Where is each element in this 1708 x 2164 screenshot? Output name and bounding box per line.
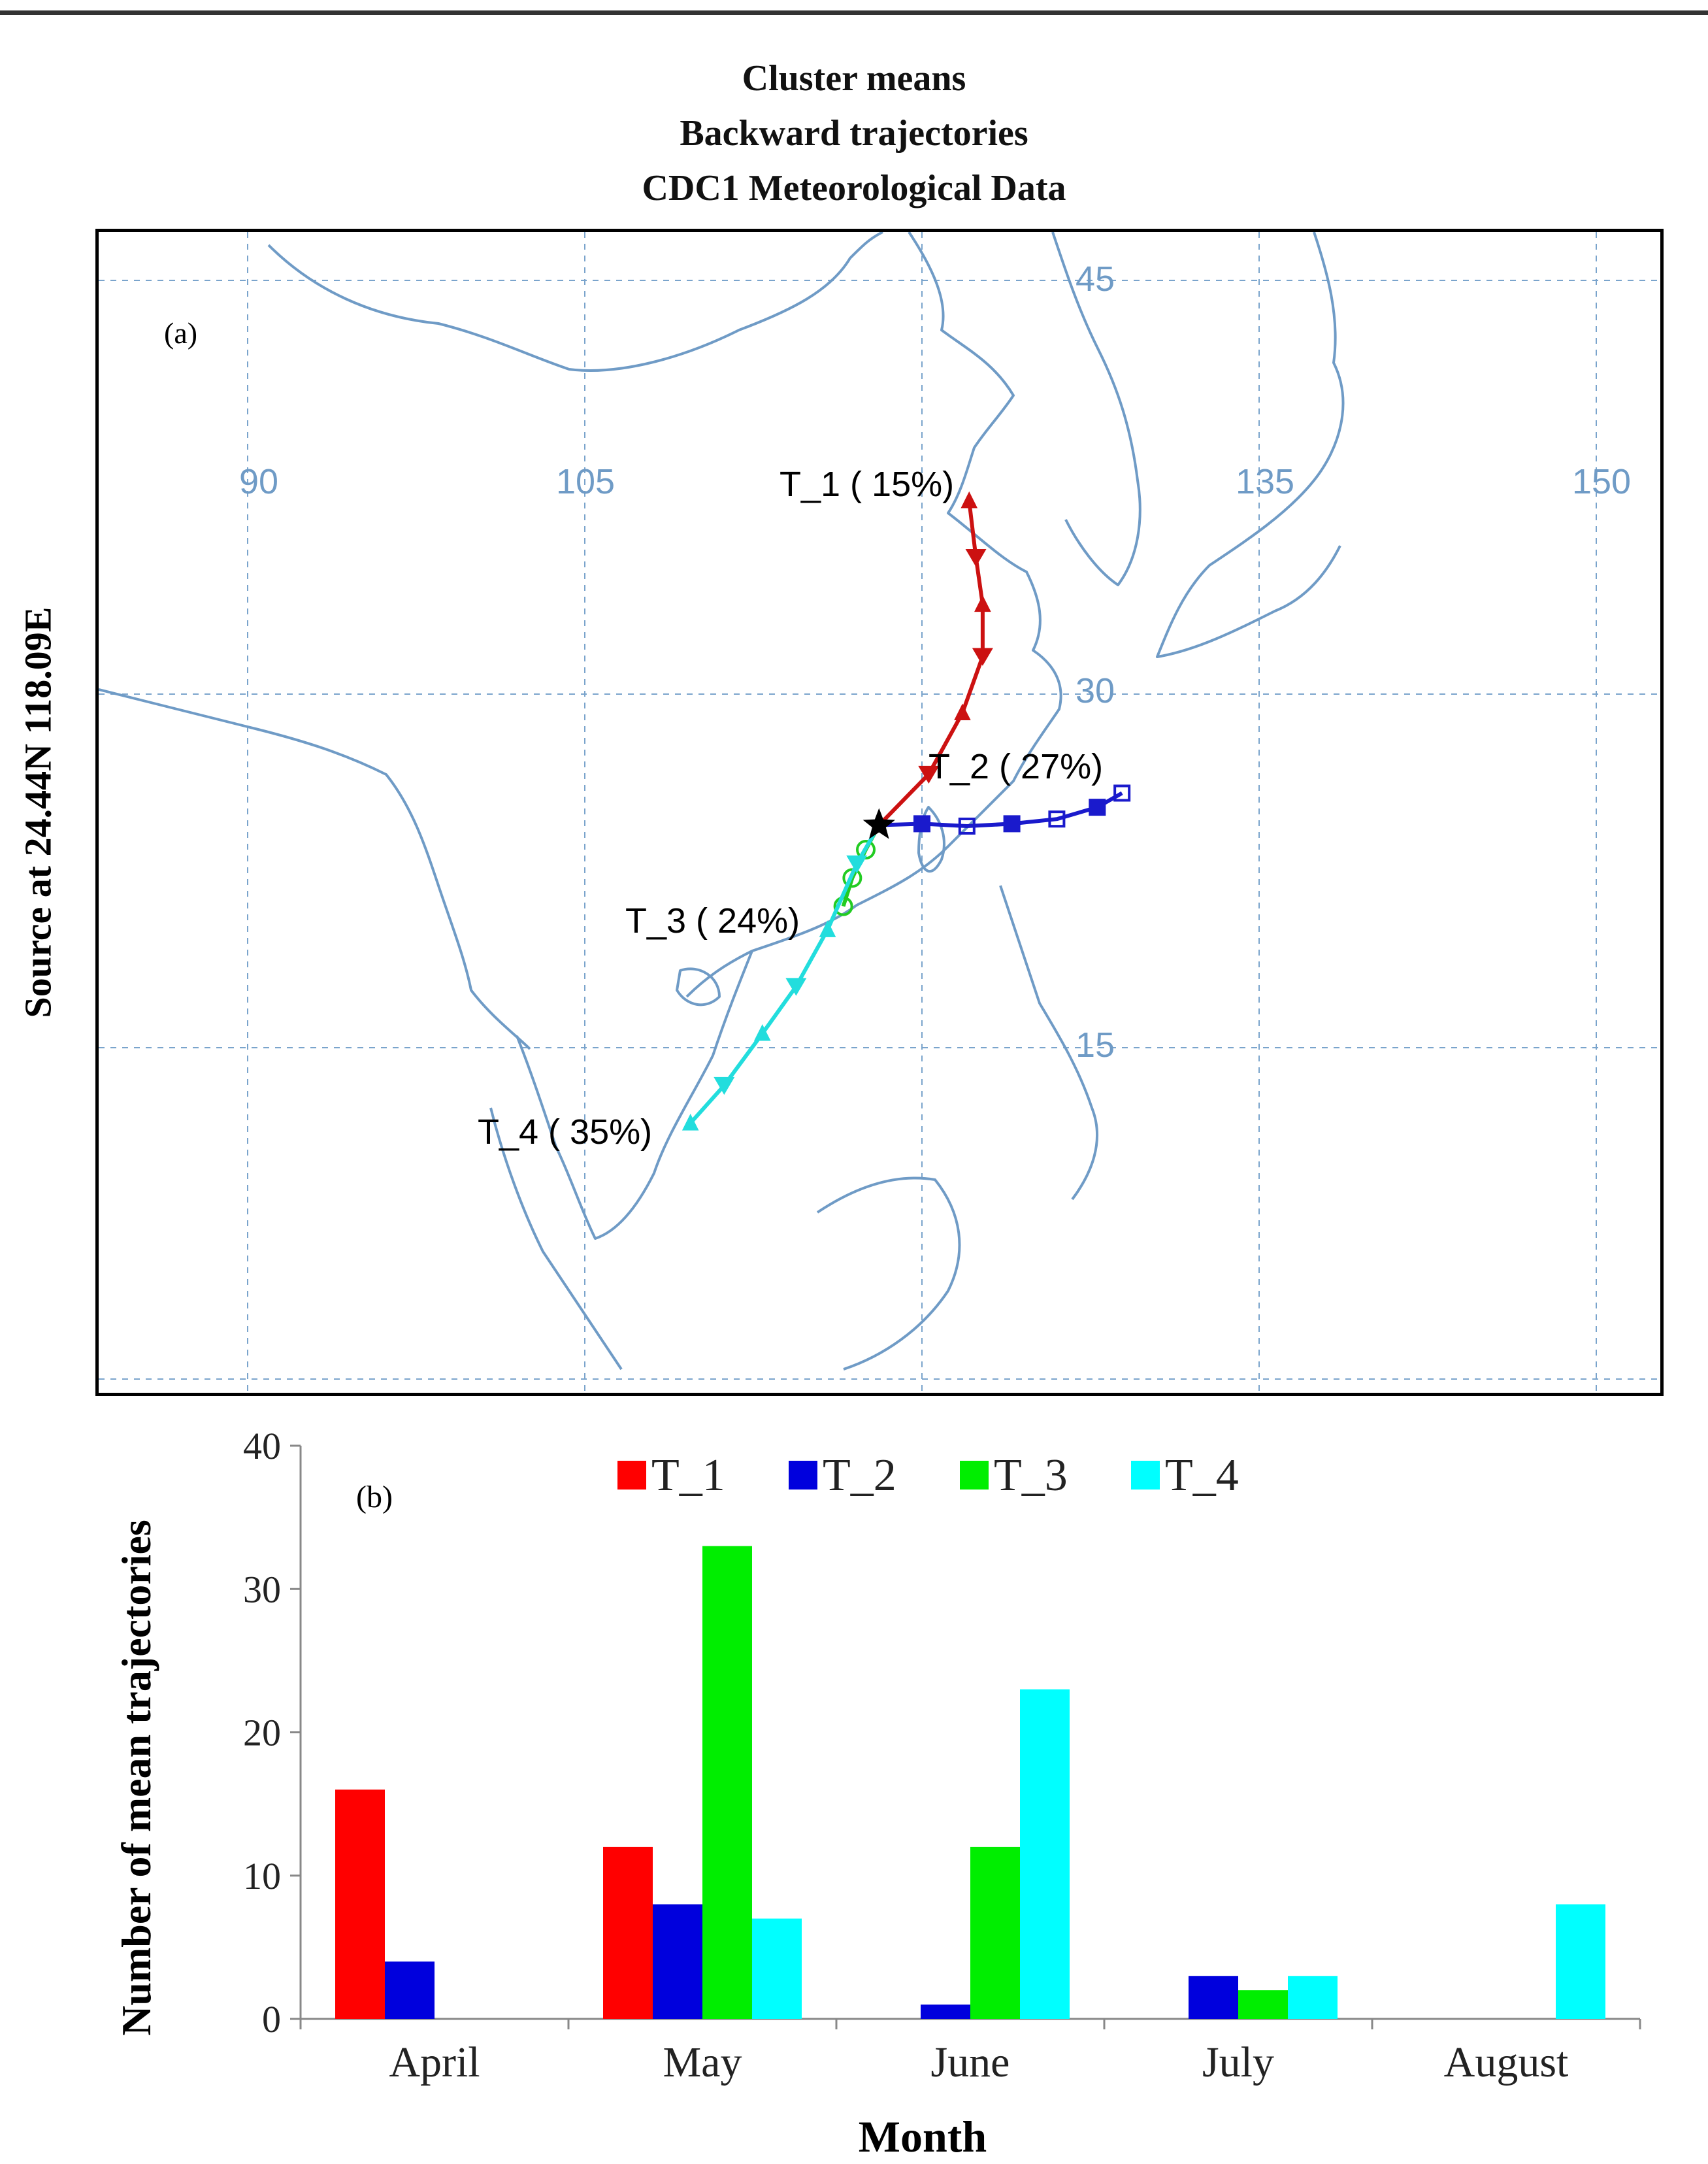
grid-labels: 90 105 135 150 45 30 15 [239, 259, 1631, 1065]
trajectory-labels: T_1 ( 15%) T_2 ( 27%) T_3 ( 24%) T_4 ( 3… [478, 465, 1103, 1152]
map-graticule [99, 232, 1660, 1393]
legend-label-t4: T_4 [1165, 1450, 1239, 1501]
panel-b-label: (b) [356, 1480, 393, 1514]
y-tick-label: 40 [243, 1425, 281, 1467]
bar-t3-july [1238, 1990, 1288, 2019]
coast-korea [1051, 232, 1141, 586]
top-rule [0, 10, 1708, 15]
trajectory-marker-t4-2 [819, 920, 836, 937]
source-star-marker [862, 808, 895, 839]
title-line-3: CDC1 Meteorological Data [642, 168, 1066, 208]
trajectory-marker-t4-4 [753, 1024, 771, 1041]
bar-t3-may [702, 1546, 752, 2019]
legend-swatch-t2 [789, 1461, 817, 1490]
y-axis-label: Number of mean trajectories [113, 1520, 159, 2036]
monthly-bar-chart: (b) 0 10 20 30 40 April May June July August T_1 T… [0, 1412, 1708, 2164]
coast-mongolia-border [267, 232, 883, 372]
bar-t2-april [385, 1961, 435, 2019]
legend-swatch-t4 [1131, 1461, 1160, 1490]
bar-t4-august [1556, 1904, 1605, 2019]
source-label: Source at 24.44N 118.09E [16, 607, 59, 1018]
coast-philippines [999, 885, 1098, 1201]
chart-legend: T_1 T_2 T_3 T_4 [617, 1450, 1239, 1501]
bar-t2-may [653, 1904, 702, 2019]
panel-a-label: (a) [164, 316, 197, 350]
trajectory-marker-t2-4 [1048, 810, 1066, 828]
y-tick-label: 0 [262, 1998, 281, 2040]
bar-t3-june [970, 1846, 1020, 2019]
coast-malaysia [489, 1107, 623, 1371]
bar-t1-april [335, 1789, 385, 2019]
trajectory-marker-t4-1 [846, 855, 868, 874]
trajectory-marker-t2-1 [913, 815, 930, 833]
lon-label-135: 135 [1236, 462, 1294, 501]
lat-label-45: 45 [1076, 259, 1115, 299]
coast-indochina [516, 950, 753, 1240]
lon-label-90: 90 [239, 462, 278, 501]
trajectory-marker-t2-5 [1089, 799, 1106, 816]
legend-label-t3: T_3 [994, 1450, 1068, 1501]
bar-t4-july [1288, 1976, 1338, 2019]
x-axis-label: Month [859, 2112, 987, 2161]
coast-china-main [685, 232, 1062, 998]
trajectory-marker-t3-1 [856, 840, 876, 860]
figure-title: Cluster means Backward trajectories CDC1… [0, 51, 1708, 216]
legend-label-t1: T_1 [651, 1450, 725, 1501]
bar-t1-may [603, 1846, 653, 2019]
coast-hainan [676, 967, 721, 1007]
label-t2: T_2 ( 27%) [928, 747, 1103, 786]
x-tick-label: June [931, 2039, 1010, 2086]
bar-t4-june [1020, 1689, 1070, 2019]
bar-t4-may [752, 1918, 802, 2019]
chart-axes: 0 10 20 30 40 April May June July August [243, 1425, 1641, 2086]
trajectory-marker-t1-5 [965, 549, 987, 567]
title-line-1: Cluster means [742, 58, 966, 99]
trajectory-marker-t2-2 [958, 817, 976, 835]
label-t1: T_1 ( 15%) [780, 465, 954, 504]
trajectory-marker-t1-6 [961, 491, 978, 508]
trajectory-marker-t1-1 [918, 765, 940, 784]
lon-label-150: 150 [1572, 462, 1631, 501]
y-tick-label: 30 [243, 1568, 281, 1610]
trajectory-map: 90 105 135 150 45 30 15 (a) T_1 ( 15%) T… [95, 229, 1664, 1396]
legend-label-t2: T_2 [823, 1450, 896, 1501]
trajectory-layer [682, 491, 1131, 1131]
trajectory-marker-t4-6 [682, 1114, 699, 1131]
lat-label-15: 15 [1076, 1025, 1115, 1065]
title-line-2: Backward trajectories [680, 113, 1028, 154]
map-canvas: 90 105 135 150 45 30 15 (a) T_1 ( 15%) T… [99, 232, 1660, 1393]
trajectory-marker-t4-5 [714, 1076, 735, 1095]
x-tick-label: August [1444, 2039, 1569, 2086]
coastlines [99, 232, 1345, 1371]
x-tick-label: July [1202, 2039, 1274, 2086]
coast-borneo [816, 1176, 961, 1371]
legend-swatch-t1 [617, 1461, 646, 1490]
x-tick-label: April [389, 2039, 480, 2086]
coast-india-burma [99, 688, 531, 1050]
bar-t2-june [921, 2005, 970, 2019]
chart-bars [335, 1546, 1605, 2019]
trajectory-marker-t2-3 [1003, 815, 1021, 833]
label-t3: T_3 ( 24%) [625, 901, 800, 941]
x-tick-label: May [663, 2039, 742, 2086]
y-tick-label: 10 [243, 1855, 281, 1897]
trajectory-marker-t1-2 [954, 703, 971, 721]
lon-label-105: 105 [556, 462, 615, 501]
y-tick-label: 20 [243, 1712, 281, 1754]
legend-swatch-t3 [960, 1461, 989, 1490]
trajectory-marker-t1-4 [974, 595, 991, 612]
bar-t2-july [1189, 1976, 1238, 2019]
trajectory-marker-t1-3 [972, 648, 993, 666]
lat-label-30: 30 [1076, 671, 1115, 710]
trajectory-marker-t4-3 [785, 978, 807, 996]
trajectory-marker-t2-6 [1113, 784, 1131, 802]
coast-japan [1156, 232, 1345, 658]
label-t4: T_4 ( 35%) [478, 1112, 652, 1152]
